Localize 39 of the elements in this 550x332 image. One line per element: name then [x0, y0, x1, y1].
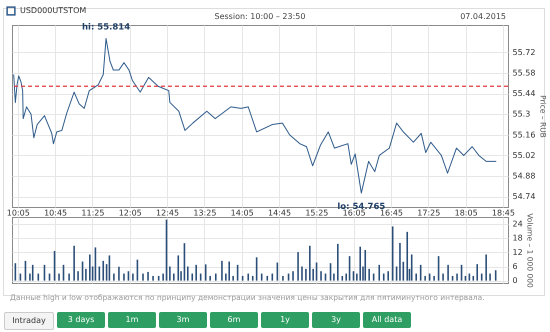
x-tick-label: 11:25 — [81, 208, 104, 218]
y-tick-label: 54.74 — [512, 192, 536, 202]
chart-subtitle: Session: 10:00 – 23:50 — [214, 12, 306, 21]
y-tick-label: 0 — [512, 276, 518, 286]
x-tick-label: 18:45 — [492, 208, 515, 218]
x-tick-label: 17:25 — [417, 208, 440, 218]
annotation: hi: 55.814 — [82, 22, 130, 33]
x-tick-label: 14:05 — [230, 208, 254, 218]
text: 3 days — [57, 312, 105, 328]
x-tick-label: 12:45 — [156, 208, 180, 218]
text: 3y — [312, 312, 360, 328]
y-tick-label: 6 — [512, 262, 518, 271]
y-tick-label: 55.02 — [512, 150, 536, 160]
y-tick-label: 18 — [512, 234, 523, 243]
text: Intraday — [4, 312, 54, 330]
text: 1y — [261, 312, 309, 328]
legend-label: USD000UTSTOM — [20, 6, 86, 15]
x-tick-label: 18:05 — [454, 208, 478, 218]
x-tick-label: 10:45 — [44, 208, 68, 218]
y-tick-label: 55.16 — [512, 130, 536, 140]
y-tick-label: 55.58 — [512, 68, 536, 78]
x-tick-label: 13:25 — [193, 208, 216, 218]
text: All data — [363, 312, 411, 328]
text: 07.04.2015 — [460, 12, 506, 21]
y-tick-label: 24 — [512, 220, 523, 229]
text: 6m — [210, 312, 258, 328]
x-tick-label: 14:45 — [268, 208, 292, 218]
y-tick-label: 55.72 — [512, 48, 536, 57]
y-tick-label: 55.3 — [512, 110, 530, 119]
y-tick-label: 54.88 — [512, 172, 536, 181]
x-tick-label: 15:25 — [305, 208, 328, 218]
y-tick-label: 12 — [512, 248, 523, 257]
text: 1m — [108, 312, 156, 328]
text: 3m — [159, 312, 207, 328]
x-tick-label: 12:05 — [118, 208, 142, 218]
y-tick-label: 55.44 — [512, 89, 536, 98]
line-series — [13, 38, 497, 194]
x-tick-label: 16:45 — [380, 208, 404, 218]
x-tick-label: 10:05 — [6, 208, 30, 218]
